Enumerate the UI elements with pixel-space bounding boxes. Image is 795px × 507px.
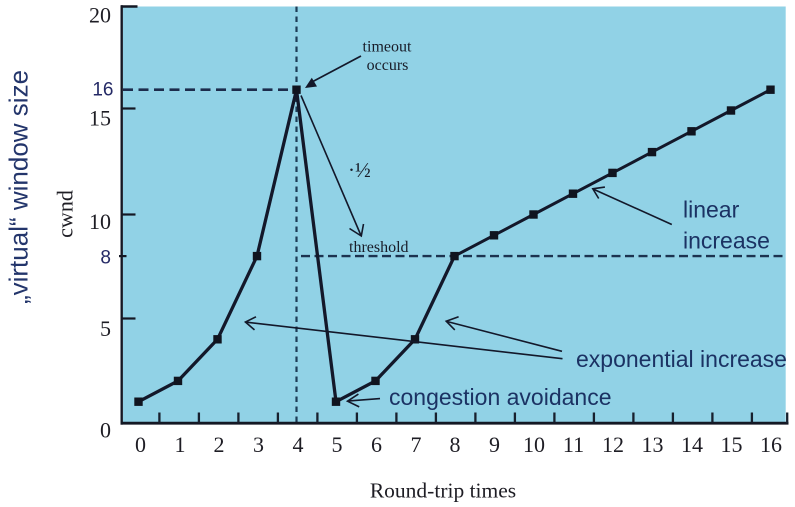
svg-text:exponential increase: exponential increase: [576, 346, 787, 372]
svg-text:threshold: threshold: [349, 239, 409, 256]
svg-text:Round-trip times: Round-trip times: [370, 479, 516, 503]
svg-text:15: 15: [89, 106, 111, 131]
svg-text:14: 14: [681, 432, 703, 457]
svg-text:„virtual“ window size: „virtual“ window size: [4, 70, 34, 304]
svg-text:10: 10: [89, 209, 111, 234]
svg-text:linear: linear: [683, 197, 740, 223]
svg-text:20: 20: [89, 3, 111, 28]
svg-text:5: 5: [332, 432, 343, 457]
svg-text:13: 13: [642, 432, 664, 457]
svg-text:occurs: occurs: [367, 57, 409, 74]
svg-text:16: 16: [92, 80, 113, 101]
svg-text:2: 2: [214, 432, 225, 457]
svg-text:11: 11: [563, 432, 584, 457]
svg-text:8: 8: [450, 432, 461, 457]
svg-text:3: 3: [253, 432, 264, 457]
svg-text:12: 12: [602, 432, 624, 457]
svg-text:increase: increase: [683, 228, 770, 254]
svg-text:cwnd: cwnd: [53, 190, 78, 238]
svg-text:0: 0: [100, 418, 111, 443]
svg-text:7: 7: [411, 432, 422, 457]
svg-text:1: 1: [175, 432, 186, 457]
svg-text:5: 5: [100, 316, 111, 341]
svg-text:6: 6: [371, 432, 382, 457]
svg-text:9: 9: [489, 432, 500, 457]
svg-text:15: 15: [721, 432, 743, 457]
svg-text:10: 10: [523, 432, 545, 457]
svg-text:timeout: timeout: [363, 39, 412, 56]
svg-text:congestion avoidance: congestion avoidance: [389, 384, 612, 410]
svg-text:0: 0: [135, 432, 146, 457]
svg-text:4: 4: [293, 432, 304, 457]
svg-text:8: 8: [100, 248, 111, 269]
svg-text:·½: ·½: [348, 158, 371, 182]
svg-text:16: 16: [760, 432, 782, 457]
